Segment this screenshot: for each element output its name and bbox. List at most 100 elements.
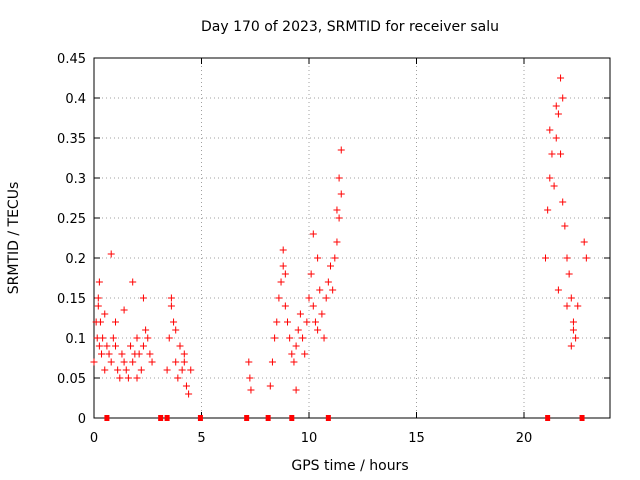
x-tick-labels: 0 5 10 15 20 <box>90 431 532 446</box>
data-point <box>273 318 281 326</box>
data-point <box>94 294 102 302</box>
data-point <box>569 326 577 334</box>
data-point <box>335 174 343 182</box>
x-tick-label: 10 <box>301 431 318 446</box>
data-point <box>107 358 115 366</box>
data-point <box>567 294 575 302</box>
data-point <box>268 358 276 366</box>
data-point <box>296 310 304 318</box>
data-point <box>320 334 328 342</box>
zero-markers <box>104 415 585 421</box>
data-point <box>311 318 319 326</box>
plot-frame <box>93 57 611 419</box>
data-point <box>109 334 117 342</box>
data-point <box>246 374 254 382</box>
data-point <box>112 342 119 350</box>
data-point <box>144 334 152 342</box>
data-point <box>565 270 573 278</box>
y-tick-label: 0.4 <box>65 92 86 107</box>
data-point <box>559 198 567 206</box>
data-point <box>271 334 279 342</box>
data-point <box>305 294 313 302</box>
data-point <box>281 302 289 310</box>
data-point <box>329 286 337 294</box>
data-point <box>290 358 298 366</box>
plot-border <box>93 57 611 419</box>
data-point <box>180 358 188 366</box>
data-point <box>120 306 128 314</box>
data-point <box>552 102 560 110</box>
data-point <box>122 366 130 374</box>
data-point <box>178 366 186 374</box>
data-point <box>563 254 571 262</box>
data-point <box>148 358 156 366</box>
data-point <box>165 334 173 342</box>
data-point <box>142 326 150 334</box>
data-point <box>103 342 111 350</box>
data-point <box>172 326 180 334</box>
data-point <box>288 350 296 358</box>
data-point <box>137 366 145 374</box>
data-point <box>324 278 332 286</box>
data-point <box>294 326 302 334</box>
data-point <box>279 246 287 254</box>
data-point <box>180 350 188 358</box>
y-tick-label: 0.25 <box>57 212 86 227</box>
data-point <box>550 182 558 190</box>
data-point <box>333 238 341 246</box>
data-point <box>548 150 556 158</box>
zero-marker <box>104 415 110 421</box>
data-point <box>101 310 109 318</box>
data-point <box>544 206 552 214</box>
data-point <box>277 278 285 286</box>
data-point <box>146 350 154 358</box>
data-point <box>284 318 291 326</box>
x-tick-label: 20 <box>516 431 533 446</box>
y-tick-label: 0.35 <box>57 132 86 147</box>
x-tick-label: 0 <box>90 431 98 446</box>
data-point <box>292 386 300 394</box>
zero-marker <box>289 415 295 421</box>
data-point <box>322 294 330 302</box>
data-point <box>309 230 317 238</box>
zero-marker <box>545 415 551 421</box>
data-point <box>174 374 182 382</box>
data-point <box>266 382 274 390</box>
data-point <box>563 302 571 310</box>
data-point <box>185 390 193 398</box>
x-tick-label: 5 <box>197 431 205 446</box>
data-point <box>90 358 98 366</box>
y-tick-label: 0.3 <box>65 172 86 187</box>
data-point <box>275 294 283 302</box>
data-point <box>99 334 107 342</box>
data-point <box>574 302 582 310</box>
zero-marker <box>265 415 271 421</box>
data-point <box>105 350 113 358</box>
data-point <box>318 310 326 318</box>
data-point <box>557 74 565 82</box>
data-point <box>245 358 253 366</box>
data-point <box>337 146 345 154</box>
data-point <box>101 366 109 374</box>
data-point <box>95 278 103 286</box>
data-point <box>316 286 324 294</box>
data-point <box>546 126 554 134</box>
data-point <box>572 334 580 342</box>
data-point <box>139 342 147 350</box>
data-point <box>129 278 137 286</box>
data-point <box>116 374 124 382</box>
data-point <box>309 302 317 310</box>
zero-marker <box>579 415 585 421</box>
data-point <box>569 318 577 326</box>
data-point <box>182 382 190 390</box>
y-tick-label: 0 <box>78 412 86 427</box>
zero-marker <box>158 415 164 421</box>
data-point <box>567 342 575 350</box>
data-point <box>292 342 300 350</box>
data-point <box>335 214 343 222</box>
data-point <box>299 334 307 342</box>
data-point <box>129 358 137 366</box>
data-point <box>303 318 311 326</box>
data-point <box>301 350 309 358</box>
data-point <box>133 374 141 382</box>
